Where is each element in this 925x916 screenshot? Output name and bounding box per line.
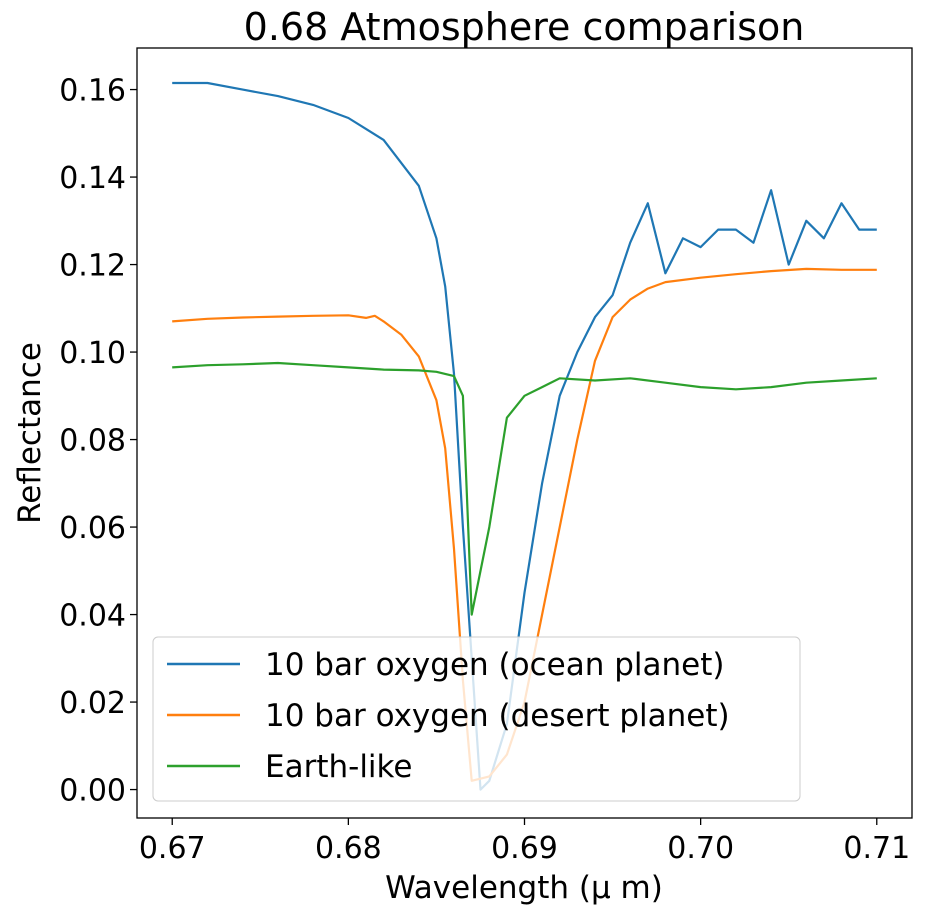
y-tick-label: 0.04 (59, 599, 126, 634)
x-axis-label: Wavelength (μ m) (385, 870, 663, 906)
legend-label-2: Earth-like (265, 749, 412, 785)
y-tick-label: 0.12 (59, 249, 126, 284)
y-axis: 0.00 0.02 0.04 0.06 0.08 0.10 0.12 0.14 0.16 (59, 74, 137, 809)
legend-box (152, 636, 801, 802)
x-tick-label: 0.67 (139, 831, 206, 866)
legend-label-0: 10 bar oxygen (ocean planet) (265, 647, 724, 683)
y-tick-label: 0.16 (59, 74, 126, 109)
series-line-2 (172, 361, 877, 616)
y-tick-label: 0.08 (59, 424, 126, 459)
x-tick-label: 0.70 (667, 831, 734, 866)
y-tick-label: 0.06 (59, 511, 126, 546)
y-tick-label: 0.00 (59, 774, 126, 809)
y-tick-label: 0.02 (59, 686, 126, 721)
x-tick-label: 0.71 (843, 831, 910, 866)
legend-label-1: 10 bar oxygen (desert planet) (265, 698, 730, 734)
series-line-0 (172, 81, 877, 791)
chart-title: 0.68 Atmosphere comparison (244, 5, 805, 49)
y-tick-label: 0.10 (59, 336, 126, 371)
x-tick-label: 0.68 (315, 831, 382, 866)
legend: 10 bar oxygen (ocean planet) 10 bar oxyge… (152, 636, 801, 802)
x-tick-label: 0.69 (491, 831, 558, 866)
y-tick-label: 0.14 (59, 161, 126, 196)
y-axis-label: Reflectance (12, 342, 48, 524)
x-axis: 0.67 0.68 0.69 0.70 0.71 (139, 818, 910, 866)
